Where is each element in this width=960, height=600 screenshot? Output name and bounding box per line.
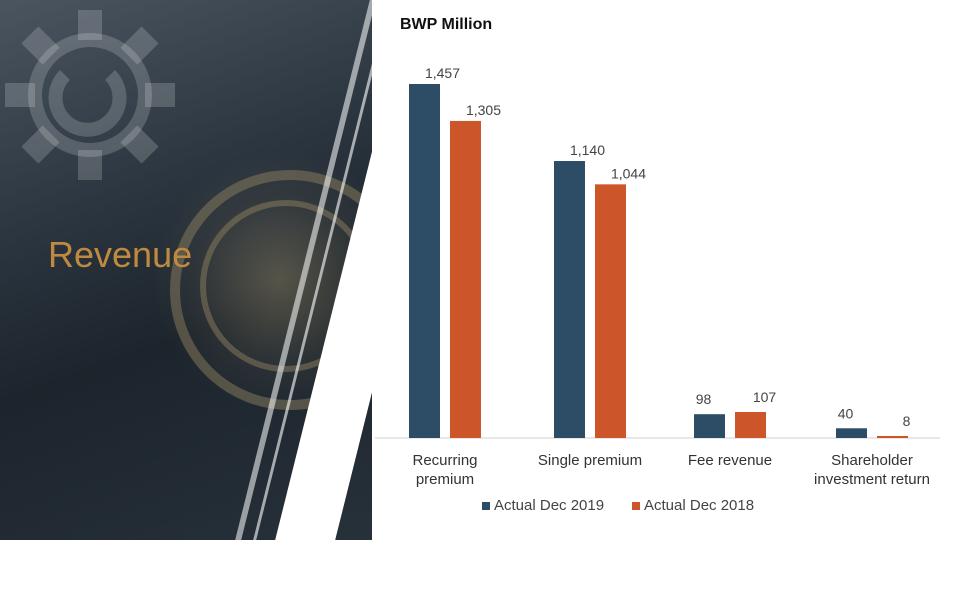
data-label: 40 [838,405,854,421]
gear-icon [5,10,175,180]
bar-2019 [694,414,725,438]
bar-2018 [450,120,481,439]
legend-item-2018: Actual Dec 2018 [632,497,754,514]
legend-label: Actual Dec 2019 [494,497,605,514]
category-label: Shareholder [831,452,913,469]
bar-2018 [877,436,908,438]
legend-swatch [482,501,490,510]
slide-heading: Revenue [48,234,193,275]
chart-title: BWP Million [400,16,493,33]
bar-2018 [735,412,766,438]
background-image [0,0,372,540]
bar-2019 [409,84,440,438]
bar-2019 [554,161,585,438]
category-label: investment return [814,471,930,488]
data-label: 98 [696,391,712,407]
data-label: 1,044 [611,165,646,181]
category-label: Single premium [538,452,642,469]
legend-label: Actual Dec 2018 [644,497,755,514]
category-label: Recurring [412,452,477,469]
data-label: 1,305 [466,102,501,118]
data-label: 107 [753,389,777,405]
data-label: 1,140 [570,142,605,158]
legend-item-2019: Actual Dec 2019 [482,497,604,514]
bar-chart: 1,457 1,305 Recurring premium 1,140 1,044 Sing… [375,65,940,488]
legend-swatch [632,501,640,510]
category-label: premium [416,471,474,488]
bar-2019 [836,428,867,438]
data-label: 8 [903,413,911,429]
bar-2018 [595,184,626,438]
category-label: Fee revenue [688,452,772,469]
data-label: 1,457 [425,65,460,81]
